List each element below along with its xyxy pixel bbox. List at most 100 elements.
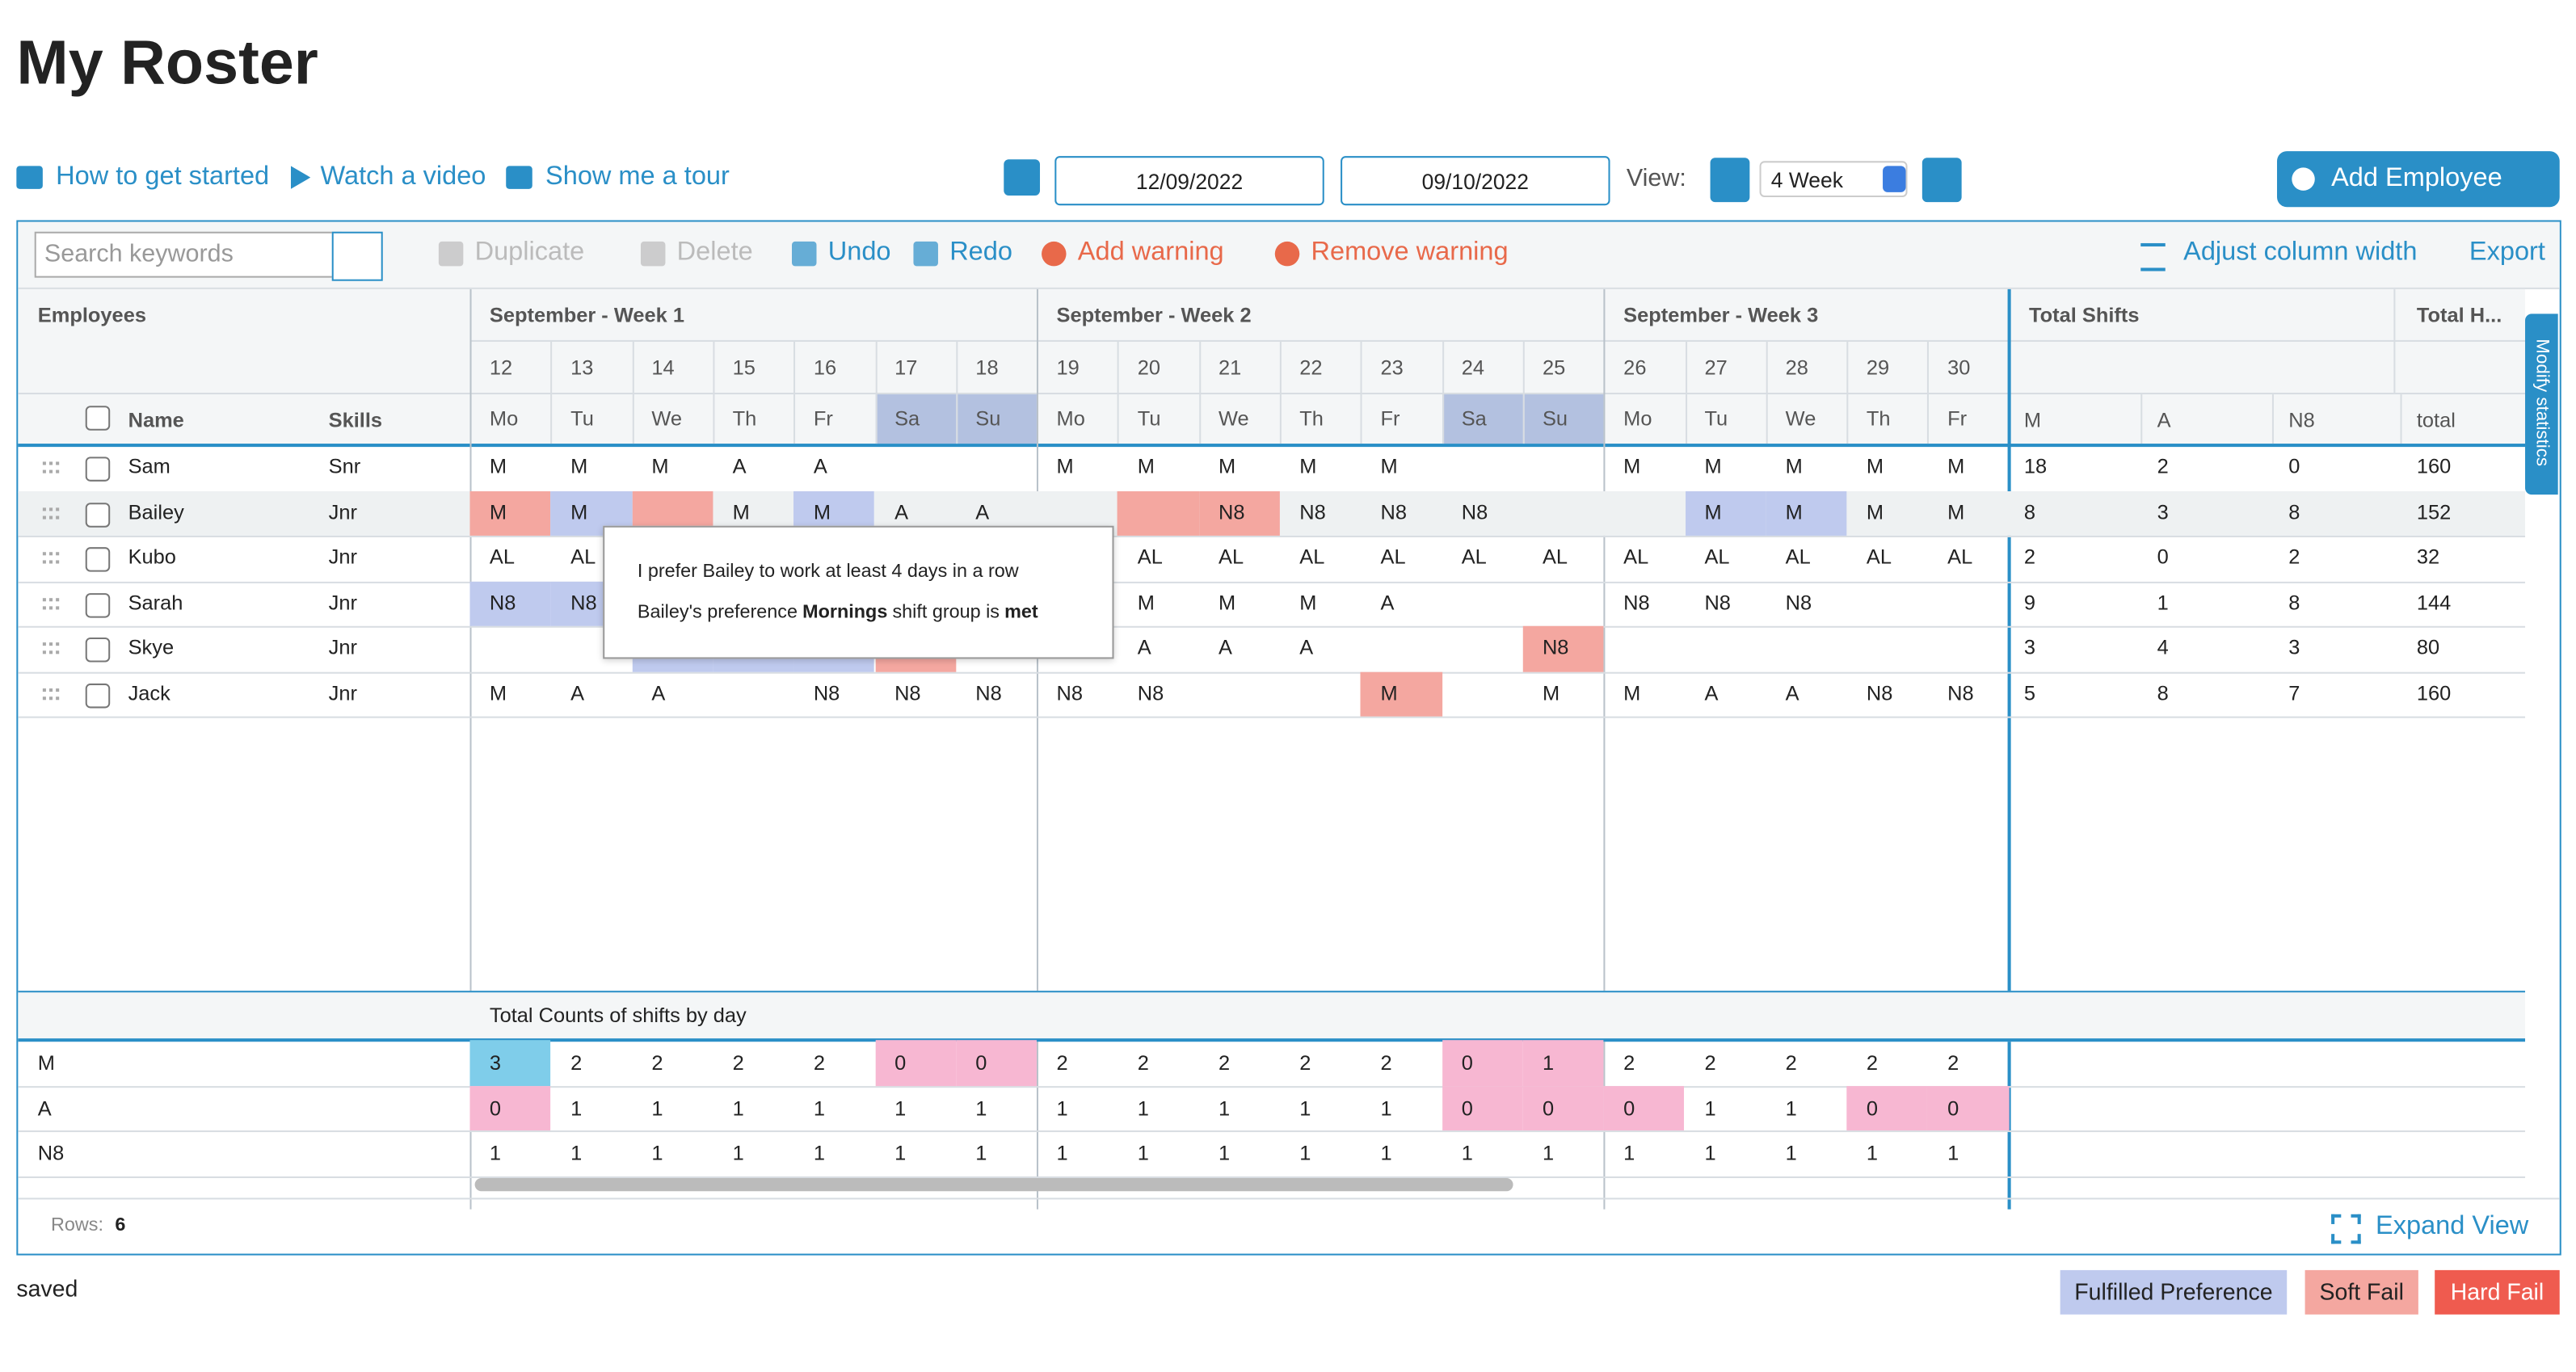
row-checkbox[interactable]	[85, 502, 111, 527]
shift-cell[interactable]: N8	[1542, 635, 1569, 659]
shift-cell[interactable]: M	[813, 500, 831, 524]
date-input[interactable]: 09/10/2022	[1341, 156, 1610, 206]
shift-cell[interactable]: N8	[1461, 500, 1488, 524]
view-select[interactable]: 4 Week	[1759, 161, 1908, 198]
toolbar-action[interactable]: Export	[2469, 238, 2545, 267]
row-checkbox[interactable]	[85, 592, 111, 617]
shift-cell[interactable]: M	[1218, 591, 1236, 614]
shift-cell[interactable]: M	[489, 455, 507, 478]
shift-cell[interactable]: N8	[570, 591, 597, 614]
search-button[interactable]	[331, 231, 383, 281]
shift-cell[interactable]: M	[1137, 591, 1155, 614]
add-employee-button[interactable]: Add Employee	[2277, 151, 2560, 208]
toolbar-action[interactable]: Undo	[827, 238, 891, 267]
help-link[interactable]: How to get started	[56, 162, 270, 191]
toolbar-action[interactable]: Duplicate	[474, 238, 585, 267]
toolbar-action[interactable]: Add warning	[1077, 238, 1224, 267]
prev-button[interactable]	[1710, 158, 1750, 203]
drag-handle[interactable]	[42, 688, 60, 700]
shift-cell[interactable]: N8	[489, 591, 516, 614]
shift-cell[interactable]: N8	[1218, 500, 1245, 524]
shift-cell[interactable]: M	[651, 455, 669, 478]
shift-cell[interactable]: A	[570, 680, 585, 705]
shift-cell[interactable]: M	[1380, 455, 1398, 478]
shift-cell[interactable]: AL	[1542, 545, 1568, 569]
shift-cell[interactable]: A	[1704, 680, 1719, 705]
shift-cell[interactable]: M	[1785, 500, 1803, 524]
shift-cell[interactable]: AL	[1380, 545, 1406, 569]
shift-cell[interactable]: AL	[570, 545, 596, 569]
shift-cell[interactable]: M	[1623, 680, 1641, 705]
shift-cell[interactable]: A	[975, 500, 990, 524]
toolbar-action[interactable]: Remove warning	[1311, 238, 1509, 267]
shift-cell[interactable]: M	[1299, 591, 1317, 614]
shift-cell[interactable]: M	[1380, 680, 1398, 705]
shift-cell[interactable]: A	[1218, 635, 1232, 659]
help-link[interactable]: Watch a video	[320, 162, 486, 191]
shift-cell[interactable]: A	[894, 500, 909, 524]
search-input[interactable]: Search keywords	[34, 231, 342, 278]
toolbar-action[interactable]: Adjust column width	[2183, 238, 2418, 267]
shift-cell[interactable]: AL	[1137, 545, 1163, 569]
shift-cell[interactable]: M	[1866, 500, 1884, 524]
shift-cell[interactable]: AL	[1866, 545, 1892, 569]
shift-cell[interactable]: M	[1056, 455, 1074, 478]
row-checkbox[interactable]	[85, 457, 111, 482]
expand-view[interactable]: Expand View	[2376, 1212, 2529, 1241]
shift-cell[interactable]: M	[1947, 500, 1965, 524]
shift-cell[interactable]: N8	[1137, 680, 1164, 705]
shift-cell[interactable]: M	[570, 455, 588, 478]
shift-cell[interactable]: AL	[1218, 545, 1244, 569]
shift-cell[interactable]: A	[732, 455, 747, 478]
shift-cell[interactable]: M	[570, 500, 588, 524]
shift-cell[interactable]: M	[1866, 455, 1884, 478]
shift-cell[interactable]: A	[813, 455, 827, 478]
next-button[interactable]	[1921, 158, 1962, 203]
drag-handle[interactable]	[42, 597, 60, 609]
shift-cell[interactable]: N8	[1380, 500, 1407, 524]
date-input[interactable]: 12/09/2022	[1054, 156, 1324, 206]
shift-cell[interactable]: N8	[1299, 500, 1326, 524]
shift-cell[interactable]: N8	[894, 680, 921, 705]
drag-handle[interactable]	[42, 507, 60, 519]
drag-handle[interactable]	[42, 642, 60, 654]
drag-handle[interactable]	[42, 552, 60, 564]
shift-cell[interactable]: AL	[1947, 545, 1973, 569]
shift-cell[interactable]: A	[1299, 635, 1314, 659]
row-checkbox[interactable]	[85, 682, 111, 708]
row-checkbox[interactable]	[85, 547, 111, 572]
shift-cell[interactable]: A	[1137, 635, 1151, 659]
shift-cell[interactable]: N8	[1623, 591, 1650, 614]
shift-cell[interactable]: AL	[1461, 545, 1487, 569]
shift-cell[interactable]: M	[489, 500, 507, 524]
shift-cell[interactable]: N8	[813, 680, 840, 705]
shift-cell[interactable]: A	[651, 680, 666, 705]
shift-cell[interactable]: M	[1542, 680, 1560, 705]
shift-cell[interactable]: M	[1623, 455, 1641, 478]
shift-cell[interactable]: M	[1785, 455, 1803, 478]
help-link[interactable]: Show me a tour	[545, 162, 730, 191]
drag-handle[interactable]	[42, 461, 60, 473]
shift-cell[interactable]: M	[1299, 455, 1317, 478]
shift-cell[interactable]: AL	[1785, 545, 1811, 569]
shift-cell[interactable]: N8	[1704, 591, 1731, 614]
shift-cell[interactable]: M	[1947, 455, 1965, 478]
shift-cell[interactable]: N8	[1947, 680, 1974, 705]
shift-cell[interactable]: AL	[1623, 545, 1649, 569]
shift-cell[interactable]: AL	[1299, 545, 1325, 569]
shift-cell[interactable]: M	[1704, 455, 1722, 478]
scrollbar-thumb[interactable]	[474, 1178, 1513, 1192]
shift-cell[interactable]: M	[1137, 455, 1155, 478]
side-tab[interactable]: Modify statistics	[2525, 314, 2558, 495]
shift-cell[interactable]: AL	[489, 545, 515, 569]
shift-cell[interactable]: AL	[1704, 545, 1730, 569]
shift-cell[interactable]: N8	[1785, 591, 1812, 614]
shift-cell[interactable]: M	[1218, 455, 1236, 478]
shift-cell[interactable]: M	[732, 500, 750, 524]
header-checkbox[interactable]	[85, 406, 111, 431]
shift-cell[interactable]: A	[1785, 680, 1799, 705]
shift-cell[interactable]: N8	[1056, 680, 1084, 705]
row-checkbox[interactable]	[85, 637, 111, 663]
shift-cell[interactable]: A	[1380, 591, 1395, 614]
toolbar-action[interactable]: Delete	[676, 238, 753, 267]
